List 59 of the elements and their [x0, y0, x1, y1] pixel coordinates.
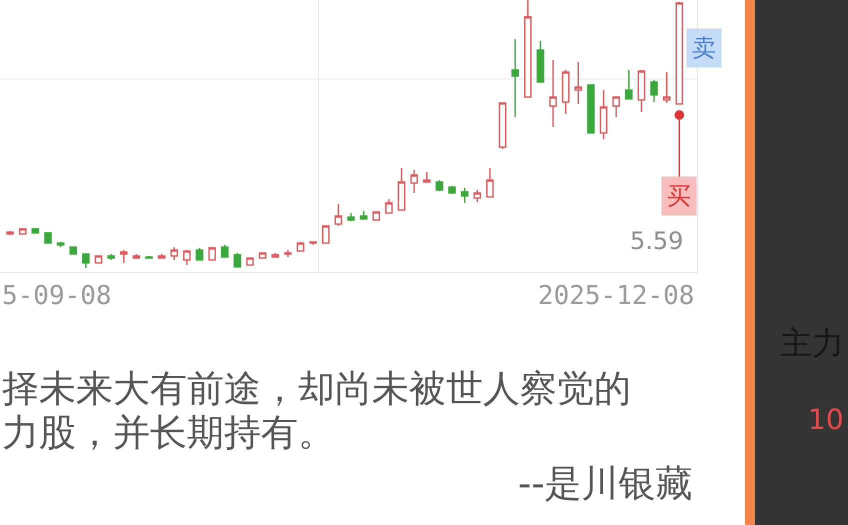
candlestick — [486, 167, 494, 198]
candlestick — [385, 198, 393, 214]
candlestick — [549, 59, 557, 128]
candlestick — [347, 212, 355, 222]
candlestick — [410, 169, 418, 194]
annotation: 5.59 — [630, 227, 684, 255]
candlestick — [158, 253, 166, 259]
candlestick — [474, 189, 482, 203]
candlestick — [334, 203, 342, 227]
candlestick — [448, 185, 456, 195]
text: 择未来大有前途，却尚未被世人察觉的 — [2, 367, 631, 410]
candlestick — [398, 167, 406, 211]
candlestick — [220, 244, 229, 258]
candlestick — [120, 249, 128, 264]
text: --是川银藏 — [518, 462, 693, 505]
candlestick — [360, 210, 368, 221]
candlestick — [32, 228, 40, 234]
candlestick — [132, 253, 140, 260]
candlestick — [638, 69, 646, 113]
candlestick — [258, 252, 266, 259]
candlestick — [372, 211, 380, 221]
candlestick — [44, 232, 52, 244]
candlestick — [574, 61, 582, 105]
candlestick — [498, 102, 506, 150]
annotation: 卖 — [692, 34, 716, 62]
candlestick — [170, 246, 178, 261]
text: 5-09-08 — [2, 281, 112, 311]
text: 力股，并长期持有。 — [2, 411, 335, 454]
candlestick — [271, 252, 280, 258]
candlestick — [94, 255, 102, 264]
candlestick — [600, 89, 608, 140]
candlestick — [587, 84, 595, 134]
candlestick — [296, 241, 304, 252]
candlestick — [625, 69, 633, 100]
candlestick — [662, 71, 670, 104]
candlestick — [436, 179, 444, 192]
candlestick — [650, 79, 658, 103]
candlestick — [82, 252, 90, 269]
candlestick — [107, 253, 115, 261]
candlestick — [322, 225, 330, 244]
candlestick — [18, 228, 27, 235]
candlestick — [309, 241, 317, 246]
candlestick — [536, 40, 544, 83]
candlestick — [511, 38, 519, 118]
candlestick — [183, 249, 191, 266]
candlestick — [246, 257, 254, 266]
candlestick — [562, 69, 570, 115]
annotation: 买 — [667, 182, 691, 210]
candlestick — [145, 255, 153, 259]
candlestick — [612, 96, 620, 118]
candlestick — [460, 187, 468, 204]
candlestick — [196, 247, 204, 261]
text: 10 — [808, 403, 844, 436]
candlestick — [284, 249, 292, 258]
x-tick-label: 2025-12-08 — [538, 281, 694, 312]
candlestick — [208, 247, 216, 261]
candlestick — [69, 246, 78, 255]
candlestick — [234, 252, 242, 268]
candlestick — [422, 171, 431, 184]
